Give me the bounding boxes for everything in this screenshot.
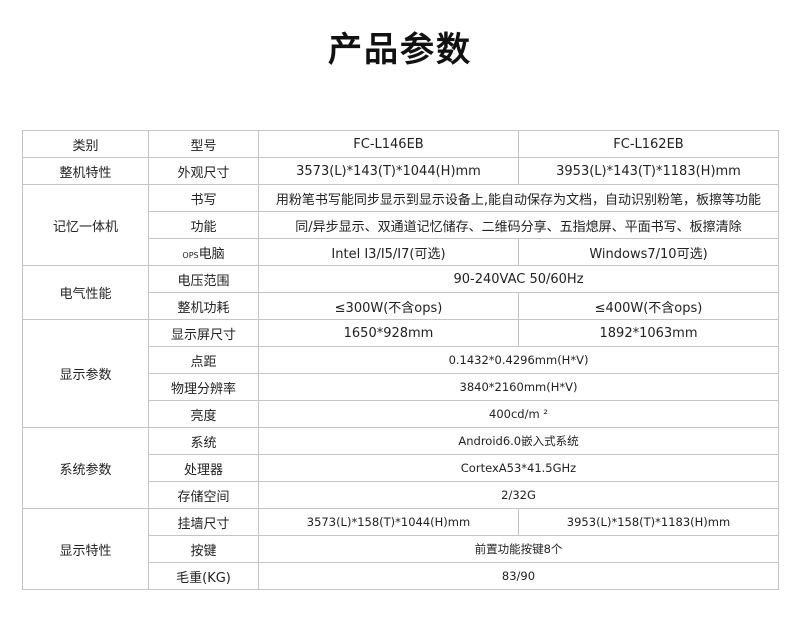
table-row: 功能 同/异步显示、双通道记忆储存、二维码分享、五指熄屏、平面书写、板擦清除: [23, 211, 779, 239]
param-cell: 功能: [148, 211, 259, 239]
param-cell: 处理器: [148, 454, 259, 482]
param-cell: 整机功耗: [148, 292, 259, 320]
header-param: 型号: [148, 130, 259, 158]
param-label: 点距: [190, 354, 217, 370]
param-label: 整机功耗: [177, 300, 230, 316]
value-cell: 2/32G: [258, 481, 779, 509]
table-row: 整机特性 外观尺寸 3573(L)*143(T)*1044(H)mm 3953(L)*…: [22, 157, 779, 185]
table-row: 显示参数 显示屏尺寸 1650*928mm 1892*1063mm: [22, 319, 779, 428]
category-cell: 显示参数: [22, 319, 149, 428]
value-cell: 同/异步显示、双通道记忆储存、二维码分享、五指熄屏、平面书写、板擦清除: [258, 211, 779, 239]
table-row: 处理器 CortexA53*41.5GHz: [23, 454, 779, 482]
value-cell: CortexA53*41.5GHz: [258, 454, 779, 482]
value-cell: 前置功能按键8个: [258, 535, 779, 563]
page-title: 产品参数: [328, 30, 472, 70]
param-cell: OPS电脑: [148, 238, 259, 266]
param-label: 物理分辨率: [170, 381, 236, 397]
param-cell: 按键: [148, 535, 259, 563]
value-cell: 3840*2160mm(H*V): [258, 373, 779, 401]
table-row: 系统参数 系统 Android6.0嵌入式系统: [22, 427, 779, 509]
param-label: 亮度: [190, 408, 217, 424]
param-prefix: OPS: [182, 250, 199, 260]
value-cell: 3953(L)*158(T)*1183(H)mm: [518, 508, 779, 536]
param-label: 处理器: [183, 462, 223, 478]
param-cell: 电压范围: [148, 265, 259, 293]
param-label: 系统: [190, 435, 217, 451]
spec-table: 类别 型号 FC-L146EB FC-L162EB 整机特性 外观尺寸 3573(L…: [22, 130, 779, 590]
value-cell: Android6.0嵌入式系统: [258, 427, 779, 455]
param-cell: 存储空间: [148, 481, 259, 509]
table-row: 毛重(KG) 83/90: [23, 562, 779, 590]
table-row: 点距 0.1432*0.4296mm(H*V): [23, 346, 779, 374]
category-cell: 显示特性: [22, 508, 149, 590]
table-row: 整机功耗 ≤300W(不含ops) ≤400W(不含ops): [23, 292, 779, 320]
param-label: 外观尺寸: [177, 165, 230, 181]
value-cell: 83/90: [258, 562, 779, 590]
table-row: 亮度 400cd/m ²: [23, 400, 779, 428]
param-label: 书写: [190, 192, 217, 208]
value-cell: 400cd/m ²: [258, 400, 779, 428]
header-category: 类别: [22, 130, 149, 158]
param-cell: 点距: [148, 346, 259, 374]
value-cell: 用粉笔书写能同步显示到显示设备上,能自动保存为文档，自动识别粉笔，板擦等功能: [258, 184, 779, 212]
param-cell: 外观尺寸: [148, 157, 259, 185]
param-cell: 物理分辨率: [148, 373, 259, 401]
value-cell: 3573(L)*143(T)*1044(H)mm: [258, 157, 519, 185]
category-cell: 系统参数: [22, 427, 149, 509]
table-row: OPS电脑 Intel I3/I5/I7(可选) Windows7/10可选): [23, 238, 779, 266]
table-row: 记忆一体机 书写 用粉笔书写能同步显示到显示设备上,能自动保存为文档，自动识别粉笔，…: [22, 184, 779, 266]
value-cell: 1892*1063mm: [518, 319, 779, 347]
param-label: 电压范围: [177, 273, 230, 289]
value-cell: 1650*928mm: [258, 319, 519, 347]
value-cell: 3573(L)*158(T)*1044(H)mm: [258, 508, 519, 536]
value-cell: Windows7/10可选): [518, 238, 779, 266]
value-cell: ≤400W(不含ops): [518, 292, 779, 320]
table-row: 电气性能 电压范围 90-240VAC 50/60Hz: [22, 265, 779, 320]
param-label: 按键: [190, 543, 217, 559]
value-cell: 0.1432*0.4296mm(H*V): [258, 346, 779, 374]
param-cell: 书写: [148, 184, 259, 212]
category-cell: 整机特性: [22, 157, 149, 185]
header-model-2: FC-L162EB: [518, 130, 779, 158]
table-row: 物理分辨率 3840*2160mm(H*V): [23, 373, 779, 401]
param-cell: 亮度: [148, 400, 259, 428]
value-cell: ≤300W(不含ops): [258, 292, 519, 320]
value-cell: 3953(L)*143(T)*1183(H)mm: [518, 157, 779, 185]
param-label: 挂墙尺寸: [177, 516, 230, 532]
table-header-row: 类别 型号 FC-L146EB FC-L162EB: [22, 130, 779, 158]
value-cell: Intel I3/I5/I7(可选): [258, 238, 519, 266]
param-cell: 显示屏尺寸: [148, 319, 259, 347]
param-label: 存储空间: [177, 489, 230, 505]
param-cell: 毛重(KG): [148, 562, 259, 590]
param-cell: 挂墙尺寸: [148, 508, 259, 536]
header-model-1: FC-L146EB: [258, 130, 519, 158]
param-label: 显示屏尺寸: [170, 327, 236, 343]
category-cell: 电气性能: [22, 265, 149, 320]
param-label: 功能: [190, 219, 217, 235]
table-row: 显示特性 挂墙尺寸 3573(L)*158(T)*1044(H)mm 3953(L)*…: [22, 508, 779, 590]
value-cell: 90-240VAC 50/60Hz: [258, 265, 779, 293]
param-label: 电脑: [198, 246, 225, 262]
param-cell: 系统: [148, 427, 259, 455]
category-cell: 记忆一体机: [22, 184, 149, 266]
param-label: 毛重(KG): [176, 570, 231, 586]
